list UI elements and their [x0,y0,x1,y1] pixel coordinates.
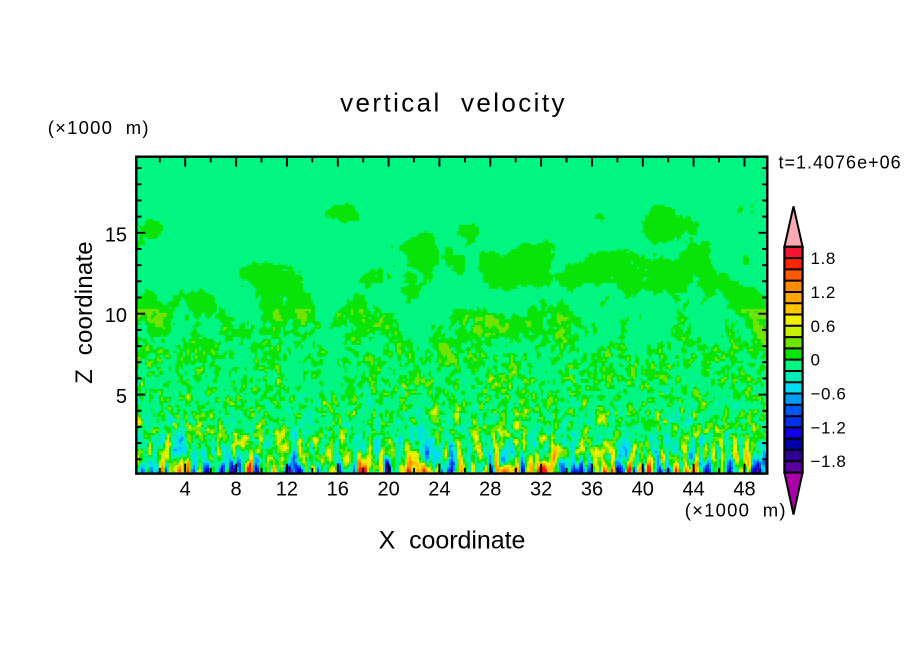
svg-text:12: 12 [276,479,298,501]
svg-text:10: 10 [105,305,127,327]
svg-text:t=1.4076e+06: t=1.4076e+06 [779,153,902,173]
svg-text:(×1000 m): (×1000 m) [685,500,787,521]
svg-text:−1.2: −1.2 [811,418,847,437]
svg-text:24: 24 [428,479,450,501]
svg-text:−0.6: −0.6 [811,385,847,404]
svg-text:X coordinate: X coordinate [379,526,526,554]
svg-text:−1.8: −1.8 [811,452,847,471]
svg-text:4: 4 [180,479,191,501]
svg-text:1.2: 1.2 [811,283,836,302]
svg-text:(×1000 m): (×1000 m) [48,117,150,138]
svg-text:0: 0 [811,351,821,370]
svg-text:20: 20 [377,479,399,501]
svg-text:44: 44 [682,479,704,501]
svg-text:vertical velocity: vertical velocity [340,88,567,118]
svg-text:15: 15 [105,224,127,246]
svg-text:28: 28 [479,479,501,501]
svg-text:36: 36 [581,479,603,501]
svg-text:1.8: 1.8 [811,249,836,268]
svg-text:48: 48 [733,479,755,501]
svg-text:32: 32 [530,479,552,501]
svg-text:8: 8 [231,479,242,501]
svg-text:16: 16 [327,479,349,501]
svg-text:0.6: 0.6 [811,317,836,336]
svg-text:40: 40 [632,479,654,501]
svg-text:Z coordinate: Z coordinate [71,241,98,384]
svg-text:5: 5 [116,386,127,408]
